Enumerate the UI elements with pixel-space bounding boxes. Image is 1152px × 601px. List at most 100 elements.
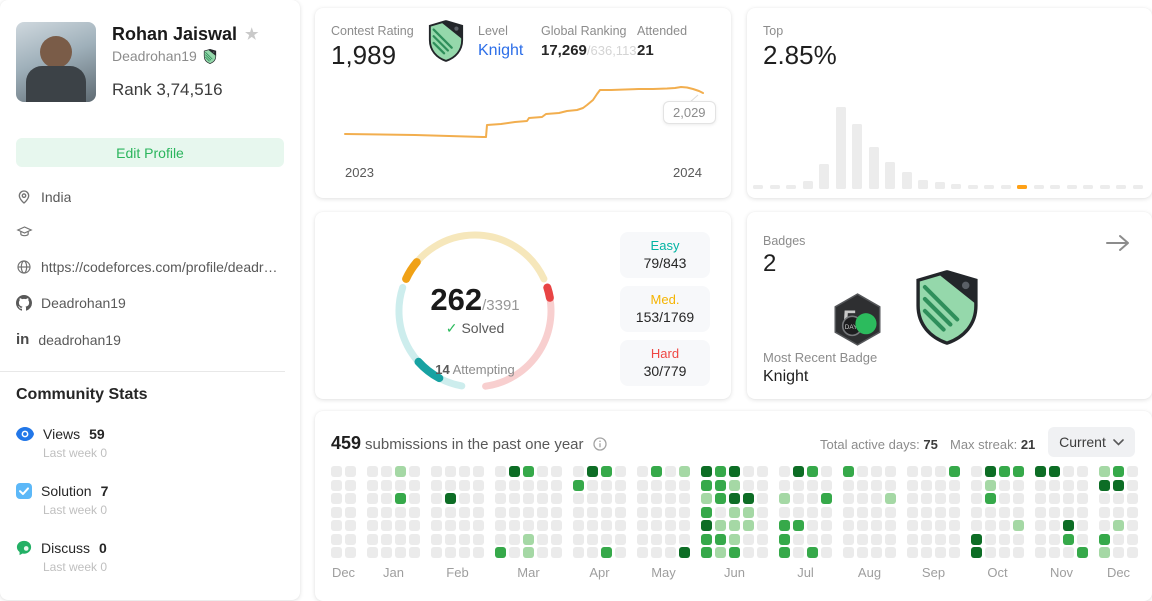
- histogram-bar: [1033, 185, 1044, 189]
- heatmap-cell: [1127, 479, 1138, 491]
- profile-name: Rohan Jaiswal ★: [112, 24, 259, 44]
- medium-label: Med.: [650, 292, 680, 307]
- heatmap-cell: [807, 479, 818, 491]
- heatmap-cell: [509, 533, 520, 545]
- heatmap-cell: [729, 547, 740, 558]
- submissions-summary: 459 submissions in the past one year: [331, 433, 607, 454]
- heatmap-cell: [985, 493, 996, 504]
- heatmap-cell: [985, 547, 996, 558]
- heatmap-range-dropdown[interactable]: Current: [1048, 427, 1135, 457]
- heatmap-cell: [651, 547, 662, 558]
- heatmap-cell: [431, 479, 442, 491]
- histogram-bar: [753, 185, 763, 189]
- globe-icon: [17, 260, 31, 274]
- contest-rating-label: Contest Rating: [331, 24, 414, 38]
- heatmap-cell: [971, 493, 982, 504]
- heatmap-cell: [551, 533, 562, 545]
- heatmap-cell: [1063, 506, 1074, 518]
- heatmap-cell: [1127, 493, 1138, 504]
- heatmap-cell: [523, 547, 534, 558]
- heatmap-cell: [1099, 506, 1110, 518]
- max-streak: Max streak: 21: [950, 437, 1036, 452]
- heatmap-cell: [431, 520, 442, 531]
- heatmap-cell: [651, 533, 662, 545]
- heatmap-cell: [445, 547, 456, 558]
- github-row[interactable]: Deadrohan19: [16, 295, 284, 311]
- heatmap-cell: [907, 466, 918, 477]
- heatmap-cell: [509, 493, 520, 504]
- heatmap-cell: [1127, 466, 1138, 477]
- global-ranking-label: Global Ranking: [541, 24, 627, 38]
- heatmap-month-label: Dec: [1106, 565, 1131, 580]
- heatmap-cell: [551, 493, 562, 504]
- chart-axis-end: 2024: [673, 165, 702, 180]
- heatmap-cell: [715, 493, 726, 504]
- heatmap-cell: [757, 466, 768, 477]
- heatmap-cell: [459, 479, 470, 491]
- heatmap-cell: [459, 547, 470, 558]
- heatmap-cell: [999, 533, 1010, 545]
- heatmap-cell: [743, 479, 754, 491]
- heatmap-cell: [587, 506, 598, 518]
- attended-value: 21: [637, 42, 654, 59]
- heatmap-cell: [935, 520, 946, 531]
- linkedin-row[interactable]: in deadrohan19: [16, 331, 284, 348]
- heatmap-cell: [1113, 533, 1124, 545]
- heatmap-cell: [921, 493, 932, 504]
- heatmap-cell: [1035, 479, 1046, 491]
- top-label: Top: [763, 24, 784, 38]
- heatmap-cell: [821, 506, 832, 518]
- location-text: India: [41, 189, 72, 205]
- easy-stats-box: Easy 79/843: [620, 232, 710, 278]
- website-link[interactable]: https://codeforces.com/profile/deadr…: [41, 259, 278, 275]
- heatmap-cell: [715, 520, 726, 531]
- heatmap-cell: [495, 466, 506, 477]
- heatmap-cell: [395, 533, 406, 545]
- location-pin-icon: [18, 190, 30, 204]
- histogram-bar: [1099, 185, 1110, 189]
- heatmap-cell: [1013, 493, 1024, 504]
- histogram-bar: [868, 147, 879, 189]
- heatmap-cell: [907, 506, 918, 518]
- heatmap-cell: [857, 506, 868, 518]
- heatmap-cell: [615, 506, 626, 518]
- histogram-bar: [1000, 185, 1011, 189]
- badge-knight-icon[interactable]: [913, 270, 981, 345]
- heatmap-cell: [459, 506, 470, 518]
- heatmap-cell: [715, 533, 726, 545]
- heatmap-cell: [509, 466, 520, 477]
- heatmap-cell: [807, 533, 818, 545]
- badge-50-days-icon[interactable]: [830, 292, 885, 347]
- heatmap-cell: [921, 533, 932, 545]
- github-link[interactable]: Deadrohan19: [41, 295, 126, 311]
- heatmap-cell: [1013, 547, 1024, 558]
- info-icon[interactable]: [593, 437, 607, 451]
- heatmap-cell: [381, 506, 392, 518]
- heatmap-cell: [1013, 533, 1024, 545]
- edit-profile-button[interactable]: Edit Profile: [16, 138, 284, 167]
- heatmap-cell: [473, 547, 484, 558]
- website-row[interactable]: https://codeforces.com/profile/deadr…: [16, 259, 284, 275]
- profile-sidebar: Rohan Jaiswal ★ Deadrohan19 Rank 3,74,516…: [0, 0, 300, 600]
- badges-arrow-icon[interactable]: [1105, 232, 1131, 254]
- heatmap-cell: [573, 533, 584, 545]
- heatmap-month: Jun: [701, 466, 768, 580]
- histogram-bar: [1083, 185, 1093, 189]
- heatmap-month: Aug: [843, 466, 896, 580]
- heatmap-cell: [601, 493, 612, 504]
- heatmap-cell: [779, 493, 790, 504]
- heatmap-cell: [999, 520, 1010, 531]
- heatmap-cell: [587, 466, 598, 477]
- heatmap-cell: [637, 520, 648, 531]
- heatmap-month-label: Nov: [1049, 565, 1074, 580]
- heatmap-cell: [395, 466, 406, 477]
- heatmap-cell: [729, 479, 740, 491]
- linkedin-link[interactable]: deadrohan19: [38, 331, 121, 348]
- heatmap-cell: [551, 466, 562, 477]
- heatmap-cell: [331, 520, 342, 531]
- heatmap-cell: [949, 533, 960, 545]
- heatmap-cell: [523, 506, 534, 518]
- favorite-star-icon[interactable]: ★: [245, 26, 259, 43]
- heatmap-cell: [551, 520, 562, 531]
- heatmap-cell: [1035, 493, 1046, 504]
